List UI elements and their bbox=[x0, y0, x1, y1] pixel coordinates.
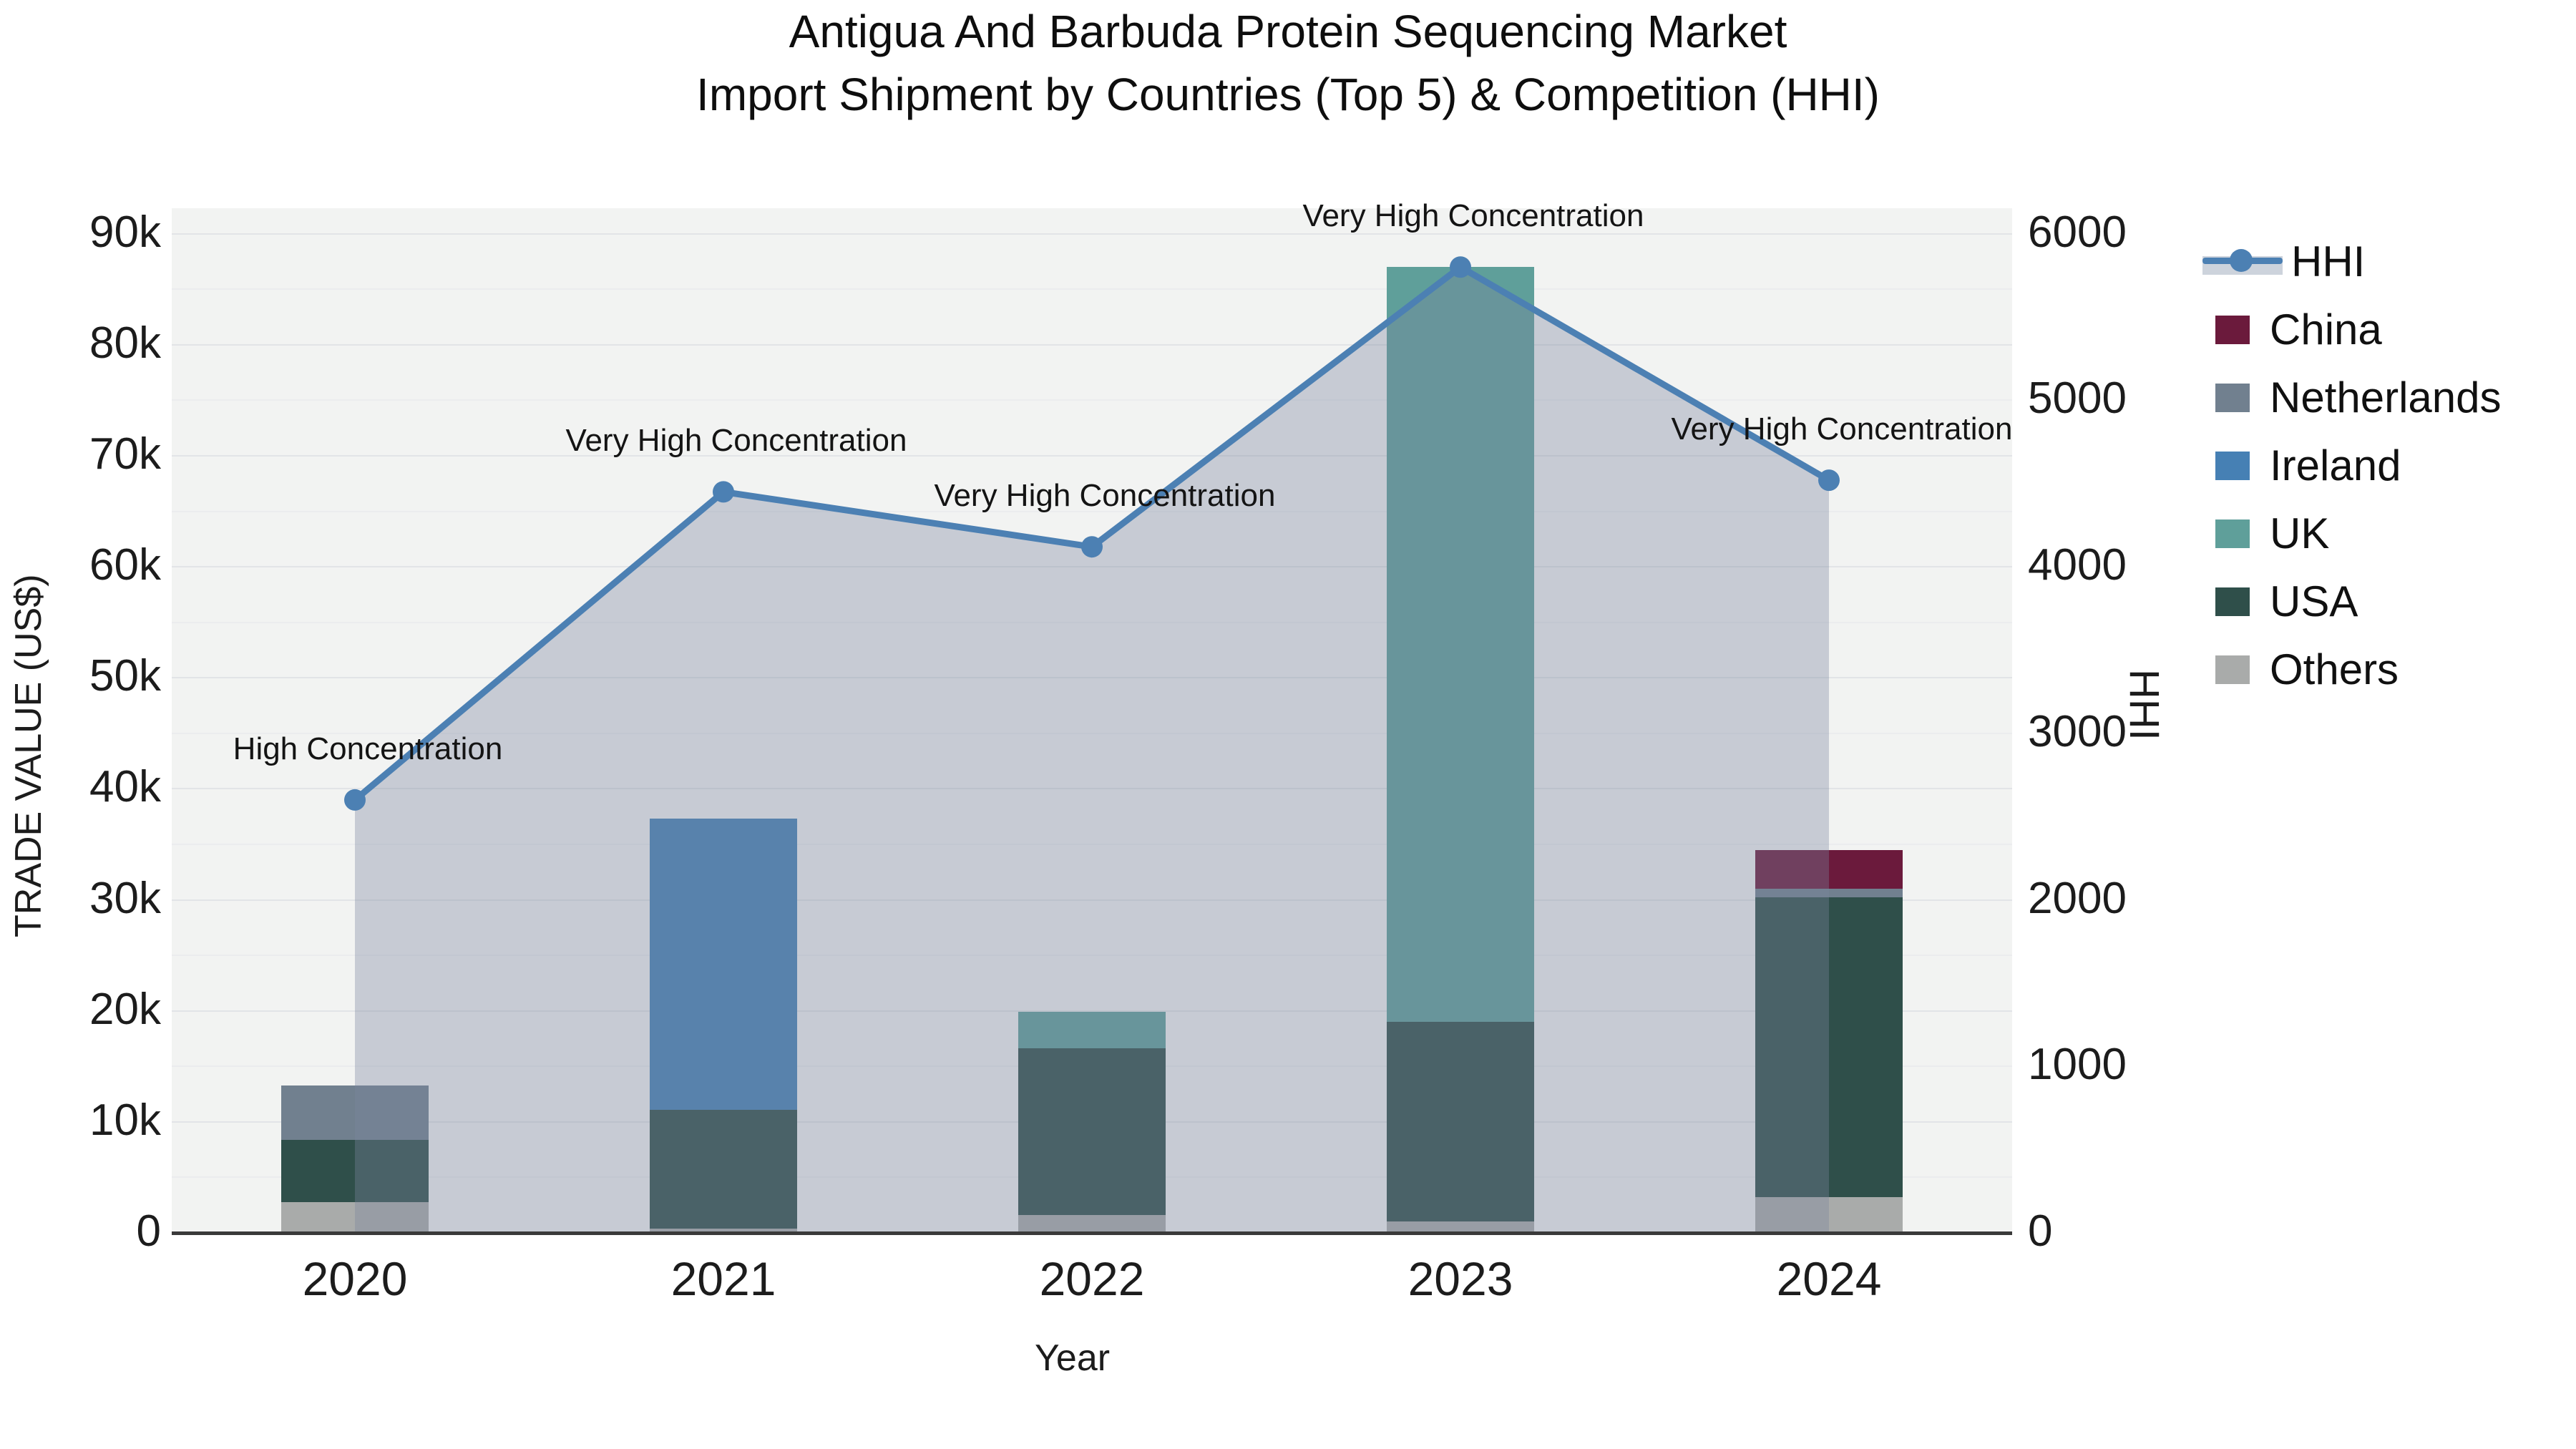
gridline-65000 bbox=[172, 510, 2012, 512]
legend-item-ireland[interactable]: Ireland bbox=[2202, 431, 2575, 499]
hhi-area-fill bbox=[355, 267, 1829, 1233]
y-left-tick-60k: 60k bbox=[89, 540, 161, 590]
gridline-80000 bbox=[172, 343, 2012, 346]
gridline-55000 bbox=[172, 621, 2012, 623]
hhi-marker-2020 bbox=[344, 789, 366, 811]
bar-segment-others-2024 bbox=[1755, 1197, 1903, 1233]
chart-title-line1: Antigua And Barbuda Protein Sequencing M… bbox=[789, 6, 1787, 57]
bar-segment-usa-2023 bbox=[1387, 1022, 1534, 1222]
gridline-85000 bbox=[172, 288, 2012, 291]
chart-title-line2: Import Shipment by Countries (Top 5) & C… bbox=[696, 69, 1880, 120]
gridline-20000 bbox=[172, 1010, 2012, 1012]
hhi-marker-2023 bbox=[1450, 256, 1471, 278]
y-left-axis-title: TRADE VALUE (US$) bbox=[8, 574, 49, 937]
y-left-tick-90k: 90k bbox=[89, 207, 161, 257]
legend-label-netherlands: Netherlands bbox=[2270, 374, 2502, 421]
x-axis-line bbox=[172, 1231, 2012, 1235]
legend-swatch-netherlands bbox=[2215, 383, 2250, 412]
bar-segment-usa-2024 bbox=[1755, 897, 1903, 1198]
y-left-tick-50k: 50k bbox=[89, 651, 161, 701]
x-tick-2024: 2024 bbox=[1776, 1252, 1882, 1305]
bar-segment-uk-2022 bbox=[1018, 1012, 1166, 1049]
legend-item-others[interactable]: Others bbox=[2202, 635, 2575, 703]
bar-segment-usa-2022 bbox=[1018, 1048, 1166, 1216]
y-right-tick-3000: 3000 bbox=[2028, 706, 2127, 756]
annotation-2024: Very High Concentration bbox=[1671, 411, 2013, 447]
bar-segment-china-2024 bbox=[1755, 849, 1903, 889]
y-left-tick-20k: 20k bbox=[89, 984, 161, 1034]
annotation-2020: High Concentration bbox=[233, 731, 503, 766]
y-right-tick-4000: 4000 bbox=[2028, 540, 2127, 590]
bar-segment-others-2020 bbox=[281, 1201, 429, 1233]
legend-swatch-ireland bbox=[2215, 451, 2250, 480]
bar-segment-uk-2023 bbox=[1387, 267, 1534, 1023]
bar-segment-usa-2020 bbox=[281, 1139, 429, 1202]
legend-item-hhi[interactable]: HHI bbox=[2202, 228, 2575, 296]
y-right-tick-1000: 1000 bbox=[2028, 1040, 2127, 1090]
hhi-marker-2024 bbox=[1818, 469, 1840, 492]
x-tick-2021: 2021 bbox=[670, 1252, 776, 1305]
y-right-tick-0: 0 bbox=[2028, 1206, 2053, 1256]
legend-item-uk[interactable]: UK bbox=[2202, 499, 2575, 567]
legend-label-uk: UK bbox=[2270, 509, 2330, 557]
gridline-25000 bbox=[172, 955, 2012, 957]
gridline-50000 bbox=[172, 677, 2012, 679]
bar-segment-others-2023 bbox=[1387, 1221, 1534, 1233]
annotation-2023: Very High Concentration bbox=[1302, 198, 1644, 234]
legend: HHI China Netherlands Ireland UK USA Others bbox=[2202, 228, 2575, 703]
gridline-60000 bbox=[172, 566, 2012, 568]
gridline-90000 bbox=[172, 233, 2012, 235]
gridline-75000 bbox=[172, 399, 2012, 401]
y-right-tick-2000: 2000 bbox=[2028, 873, 2127, 923]
hhi-legend-marker-icon bbox=[2230, 248, 2253, 272]
gridline-35000 bbox=[172, 843, 2012, 845]
y-left-tick-10k: 10k bbox=[89, 1095, 161, 1145]
legend-swatch-usa bbox=[2215, 587, 2250, 616]
legend-label-others: Others bbox=[2270, 645, 2399, 693]
legend-swatch-others bbox=[2215, 655, 2250, 684]
gridline-30000 bbox=[172, 899, 2012, 901]
bar-segment-netherlands-2020 bbox=[281, 1085, 429, 1140]
bar-segment-others-2021 bbox=[650, 1228, 797, 1233]
bar-segment-netherlands-2024 bbox=[1755, 889, 1903, 898]
y-right-tick-6000: 6000 bbox=[2028, 207, 2127, 257]
y-left-tick-0: 0 bbox=[136, 1206, 161, 1256]
hhi-legend-sample bbox=[2202, 246, 2283, 278]
annotation-2021: Very High Concentration bbox=[565, 423, 907, 459]
y-right-axis-title: HHI bbox=[2121, 669, 2167, 741]
bar-segment-others-2022 bbox=[1018, 1215, 1166, 1233]
legend-item-usa[interactable]: USA bbox=[2202, 567, 2575, 635]
y-left-tick-40k: 40k bbox=[89, 762, 161, 812]
y-left-tick-30k: 30k bbox=[89, 873, 161, 923]
x-tick-2022: 2022 bbox=[1039, 1252, 1145, 1305]
y-left-tick-80k: 80k bbox=[89, 318, 161, 368]
x-tick-2023: 2023 bbox=[1407, 1252, 1513, 1305]
hhi-marker-2021 bbox=[713, 481, 734, 503]
legend-swatch-china bbox=[2215, 315, 2250, 344]
annotation-2022: Very High Concentration bbox=[934, 478, 1276, 514]
gridline-40000 bbox=[172, 788, 2012, 790]
gridline-70000 bbox=[172, 454, 2012, 457]
x-axis-title: Year bbox=[1035, 1337, 1111, 1379]
y-left-tick-70k: 70k bbox=[89, 429, 161, 479]
legend-label-ireland: Ireland bbox=[2270, 441, 2401, 489]
legend-swatch-uk bbox=[2215, 519, 2250, 548]
legend-item-china[interactable]: China bbox=[2202, 296, 2575, 364]
hhi-marker-2022 bbox=[1081, 536, 1103, 558]
legend-label-hhi: HHI bbox=[2291, 238, 2366, 286]
bar-segment-usa-2021 bbox=[650, 1109, 797, 1229]
legend-label-china: China bbox=[2270, 306, 2382, 353]
gridline-45000 bbox=[172, 732, 2012, 734]
legend-item-netherlands[interactable]: Netherlands bbox=[2202, 364, 2575, 431]
legend-label-usa: USA bbox=[2270, 577, 2358, 625]
bar-segment-ireland-2021 bbox=[650, 819, 797, 1110]
y-right-tick-5000: 5000 bbox=[2028, 374, 2127, 424]
x-tick-2020: 2020 bbox=[302, 1252, 408, 1305]
chart-title: Antigua And Barbuda Protein Sequencing M… bbox=[0, 0, 2576, 126]
